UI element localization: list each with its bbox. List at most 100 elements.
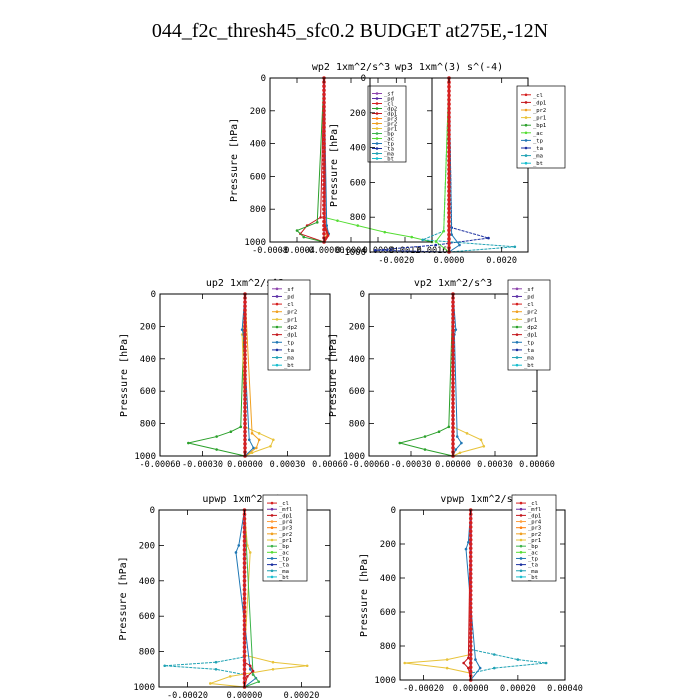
series-point-ma <box>513 245 517 249</box>
series-point-dp2 <box>398 441 402 445</box>
center-profile-point <box>243 393 247 398</box>
legend-marker <box>519 532 523 536</box>
y-tick-label: 600 <box>380 608 396 618</box>
center-profile-point <box>468 601 473 606</box>
center-profile-point <box>322 158 326 162</box>
series-point-ma <box>421 238 424 242</box>
center-profile-point <box>468 614 473 619</box>
legend-marker <box>519 557 523 560</box>
series-point-pr1 <box>250 451 254 455</box>
x-tick-label: -0.00030 <box>182 460 223 470</box>
y-tick-label: 800 <box>350 213 366 223</box>
center-profile-point <box>322 150 326 154</box>
center-profile-point <box>243 324 247 329</box>
center-profile-point <box>322 211 326 216</box>
legend-label: _tp <box>384 142 394 148</box>
vpwp-budget-panel: vpwp 1xm^2/s^3 Pressure [hPa] 0 200 400 600 80… <box>359 494 583 694</box>
series-point-pr1 <box>257 432 261 435</box>
legend-marker <box>515 356 519 359</box>
legend-marker <box>275 348 279 352</box>
legend-label: _ac <box>533 131 543 137</box>
center-profile-point <box>242 632 247 636</box>
center-profile-point <box>243 425 247 430</box>
center-profile-point <box>468 597 473 602</box>
center-profile-point <box>447 93 451 98</box>
center-profile-point <box>322 109 326 113</box>
legend-label: _dp1 <box>279 513 292 519</box>
x-tick-label: -0.00000 <box>304 246 345 256</box>
center-profile-point <box>451 344 455 349</box>
center-profile-point <box>243 308 247 312</box>
center-profile-point <box>451 438 455 442</box>
series-line-ta <box>375 77 489 253</box>
plot-frame <box>368 293 538 457</box>
center-profile-point <box>447 167 451 172</box>
legend-marker <box>275 363 279 367</box>
legend-label: _pr3 <box>528 526 541 532</box>
series-point-pr1 <box>248 551 252 554</box>
center-profile-point <box>322 215 326 220</box>
center-profile-point <box>322 100 326 105</box>
y-tick-label: 800 <box>349 420 365 430</box>
legend-label: _bp1 <box>533 123 546 129</box>
series-point-tp <box>237 544 241 547</box>
center-profile-point <box>322 133 326 138</box>
center-profile-point <box>447 97 451 102</box>
y-tick-label: 200 <box>349 322 365 332</box>
center-profile-point <box>447 211 451 215</box>
center-profile-point <box>468 639 473 644</box>
center-profile-point <box>322 117 326 121</box>
center-profile-point <box>242 601 247 605</box>
center-profile-point <box>322 121 326 125</box>
legend: _sf_pd_cl_dp2_dp1_pr3_pr2_pr1_bp_ac_tp_t… <box>367 85 407 163</box>
legend-label: _pr2 <box>284 310 297 316</box>
center-profile-point <box>242 671 247 676</box>
legend-label: _cl <box>384 102 394 108</box>
center-profile-point <box>447 150 451 154</box>
x-tick-label: -0.00020 <box>167 691 208 700</box>
series-point-tp <box>248 668 252 671</box>
center-profile-point <box>451 421 455 426</box>
plot-frame <box>399 509 566 681</box>
legend-label: _ta <box>528 563 538 569</box>
center-profile-point <box>243 340 247 345</box>
center-profile-point <box>468 588 473 593</box>
series-point-ac <box>356 224 360 227</box>
center-profile-point <box>468 605 473 610</box>
legend-label: _bt <box>384 157 394 163</box>
legend-marker <box>375 102 379 105</box>
center-profile-point <box>447 215 451 219</box>
legend-label: _pr3 <box>384 117 397 123</box>
y-tick-label: 0 <box>361 74 366 84</box>
plot-frame <box>159 293 331 457</box>
panel-title: up2 1xm^2/s^3 <box>206 278 284 289</box>
x-tick-label: 0.0012 <box>390 246 421 256</box>
wp2-budget-panel: wp2 1xm^2/s^3 Pressure [hPa] 0 200 400 600 800… <box>229 62 447 256</box>
legend-marker <box>375 127 379 130</box>
center-profile-point <box>451 429 455 434</box>
legend-label: _tp <box>533 138 543 144</box>
center-profile-point <box>447 124 451 128</box>
series-point-dp2 <box>229 430 233 433</box>
legend-label: _tp <box>279 556 289 562</box>
vp2-budget-panel: vp2 1xm^2/s^3 Pressure [hPa] 0 200 400 600 800… <box>328 278 555 470</box>
y-tick-label: 600 <box>140 387 156 397</box>
legend-marker <box>524 123 528 127</box>
legend: _cl_mfl_dp1_pr4_pr3_pr2_pr1_bp_ac_tp_ta_… <box>511 494 557 582</box>
center-profile-point <box>447 111 451 115</box>
legend-label: _ac <box>279 550 289 556</box>
legend-marker <box>270 538 274 542</box>
center-profile-point <box>468 610 473 614</box>
legend-marker <box>524 139 528 142</box>
series-point-dp2 <box>423 448 427 451</box>
x-tick-label: 0.00030 <box>270 460 306 470</box>
center-profile-point <box>447 132 451 137</box>
series-point-ta <box>434 243 438 247</box>
center-profile-point <box>468 533 473 538</box>
legend-marker <box>270 575 274 579</box>
center-profile-point <box>243 405 247 410</box>
center-profile-point <box>243 438 247 442</box>
legend-marker <box>519 544 523 548</box>
center-profile-point <box>322 232 326 236</box>
center-profile-point <box>243 421 247 426</box>
